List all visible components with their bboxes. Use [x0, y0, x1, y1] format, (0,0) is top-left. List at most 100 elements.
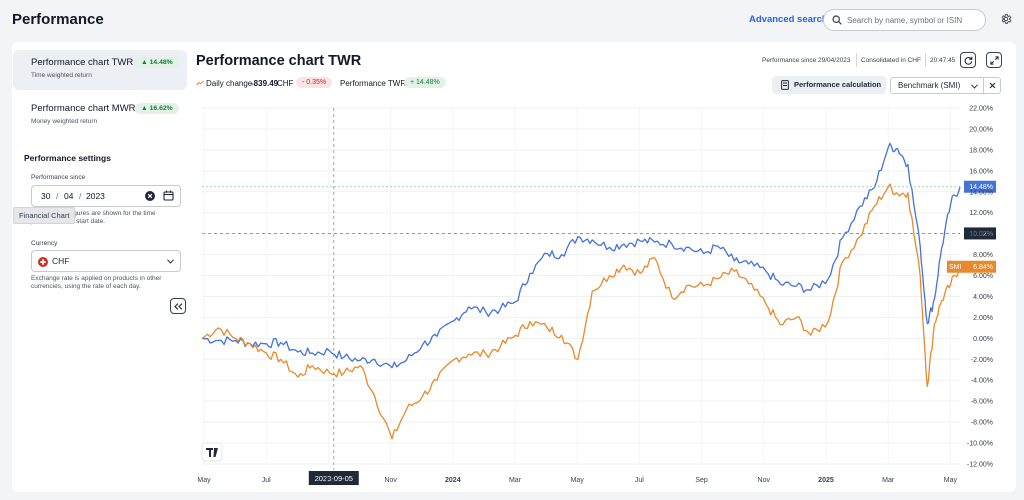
double-chevron-left-icon: [174, 303, 183, 310]
crosshair-date-label: 2023-09-05: [315, 474, 353, 483]
refresh-icon: [964, 56, 973, 65]
benchmark-value: Benchmark (SMI): [898, 81, 961, 90]
date-month[interactable]: 04: [64, 191, 74, 201]
x-tick-label: May: [571, 477, 585, 484]
tooltip: Financial Chart: [13, 207, 76, 224]
expand-button[interactable]: [986, 52, 1002, 68]
time-meta: 20:47:45: [930, 57, 956, 64]
y-tick-label: -4.00%: [971, 378, 993, 385]
y-tick-label: 2.00%: [973, 315, 993, 322]
crosshair-value-box: [964, 227, 996, 240]
swiss-flag-icon: [38, 257, 48, 267]
date-separator: /: [79, 191, 82, 201]
y-tick-label: 16.00%: [969, 168, 993, 175]
meta-divider: [925, 53, 926, 67]
date-input[interactable]: 30 / 04 / 2023: [31, 185, 181, 207]
top-bar: Performance Advanced search: [0, 0, 1024, 40]
y-tick-label: -8.00%: [971, 420, 993, 427]
daily-change-value: -839.49: [251, 79, 279, 88]
page-title: Performance: [12, 11, 104, 28]
currency-help-line-1: Exchange rate is applied on products in …: [31, 275, 162, 282]
search-box[interactable]: [823, 9, 986, 31]
y-tick-label: -12.00%: [967, 462, 993, 469]
calendar-icon[interactable]: [163, 190, 174, 201]
y-tick-label: -10.00%: [967, 441, 993, 448]
calculator-icon: [781, 80, 789, 90]
benchmark-last-label: 6.84%: [973, 264, 993, 271]
y-tick-label: 18.00%: [969, 147, 993, 154]
search-input[interactable]: [847, 15, 982, 25]
y-tick-label: 14.00%: [969, 189, 993, 196]
card-twr-badge: ▲ 14.48%: [135, 57, 179, 68]
meta-divider: [856, 53, 857, 67]
chart-axes: 22.00% 20.00% 18.00% 16.00% 14.00% 12.00% 10.0…: [197, 106, 993, 485]
x-tick-label: Mar: [882, 477, 895, 484]
tradingview-logo: [201, 442, 223, 462]
chart-overlay: 2023-09-05 10.02% 14.48% SMI 6.84%: [201, 108, 996, 485]
card-mwr-title: Performance chart MWR: [31, 103, 136, 114]
x-tick-label: Sep: [695, 477, 708, 484]
performance-calculation-button[interactable]: Performance calculation: [772, 76, 886, 94]
expand-icon: [990, 56, 999, 65]
collapse-sidebar-button[interactable]: [170, 298, 186, 314]
y-tick-label: -6.00%: [971, 399, 993, 406]
x-tick-label: 2024: [445, 477, 461, 484]
currency-select[interactable]: CHF: [31, 250, 181, 272]
currency-help-line-2: currencies, using the rate of each day.: [31, 283, 141, 290]
consolidated-meta: Consolidated in CHF: [861, 57, 921, 64]
performance-since-meta: Performance since 29/04/2023: [762, 57, 851, 64]
date-separator: /: [56, 191, 59, 201]
calc-button-label: Performance calculation: [794, 80, 882, 89]
card-twr[interactable]: Performance chart TWR Time weighted retu…: [13, 50, 187, 90]
card-twr-title: Performance chart TWR: [31, 57, 134, 68]
x-tick-label: Jul: [262, 477, 271, 484]
portfolio-last-label: 14.48%: [969, 184, 993, 191]
gear-icon[interactable]: [1000, 13, 1012, 25]
chart-series: [201, 142, 961, 440]
y-tick-label: 20.00%: [969, 126, 993, 133]
x-tick-label: Mar: [509, 477, 522, 484]
benchmark-last-box: [947, 260, 996, 273]
y-tick-label: 0.00%: [973, 336, 993, 343]
crosshair-date-box: [308, 471, 359, 485]
y-tick-label: 22.00%: [969, 106, 993, 113]
since-help-line-1: Performance figures are shown for the ti…: [31, 210, 156, 217]
x-tick-label: Jul: [635, 477, 644, 484]
card-twr-subtitle: Time weighted return: [31, 72, 92, 79]
crosshair-value-label: 10.02%: [969, 231, 993, 238]
y-tick-label: -2.00%: [971, 357, 993, 364]
benchmark-line: [201, 183, 961, 440]
y-tick-label: 6.00%: [973, 273, 993, 280]
settings-title: Performance settings: [24, 153, 111, 163]
twr-label: Performance TWR: [340, 79, 407, 88]
portfolio-line: [201, 142, 961, 369]
x-tick-label: 2025: [818, 477, 834, 484]
y-tick-label: 4.00%: [973, 294, 993, 301]
card-mwr[interactable]: Performance chart MWR Money weighted ret…: [13, 96, 187, 136]
benchmark-name-label: SMI: [949, 264, 962, 271]
chart-title: Performance chart TWR: [196, 53, 362, 69]
card-mwr-subtitle: Money weighted return: [31, 118, 98, 125]
performance-chart[interactable]: 2023-09-05 10.02% 14.48% SMI 6.84% 22.00% 20.…: [190, 100, 1015, 490]
portfolio-last-box: [964, 180, 996, 193]
daily-change-currency: CHF: [277, 79, 294, 88]
advanced-search-link[interactable]: Advanced search: [749, 14, 828, 25]
chart-grid: [202, 107, 960, 465]
x-tick-label: Nov: [758, 477, 771, 484]
date-year[interactable]: 2023: [86, 191, 105, 201]
trend-icon: [196, 80, 204, 86]
close-icon: [989, 82, 996, 89]
chevron-down-icon: [971, 84, 978, 89]
refresh-button[interactable]: [960, 52, 976, 68]
x-tick-label: May: [197, 477, 211, 484]
benchmark-select[interactable]: Benchmark (SMI): [890, 77, 984, 94]
date-day[interactable]: 30: [41, 191, 51, 201]
since-label: Performance since: [31, 174, 86, 181]
daily-change-pct: - 0.35%: [296, 77, 333, 88]
currency-label: Currency: [31, 240, 58, 247]
remove-benchmark-button[interactable]: [983, 77, 1001, 94]
clear-date-icon[interactable]: [145, 191, 155, 201]
x-tick-label: Nov: [384, 477, 397, 484]
card-mwr-badge: ▲ 16.62%: [135, 103, 179, 114]
x-tick-label: Sep: [322, 477, 335, 484]
